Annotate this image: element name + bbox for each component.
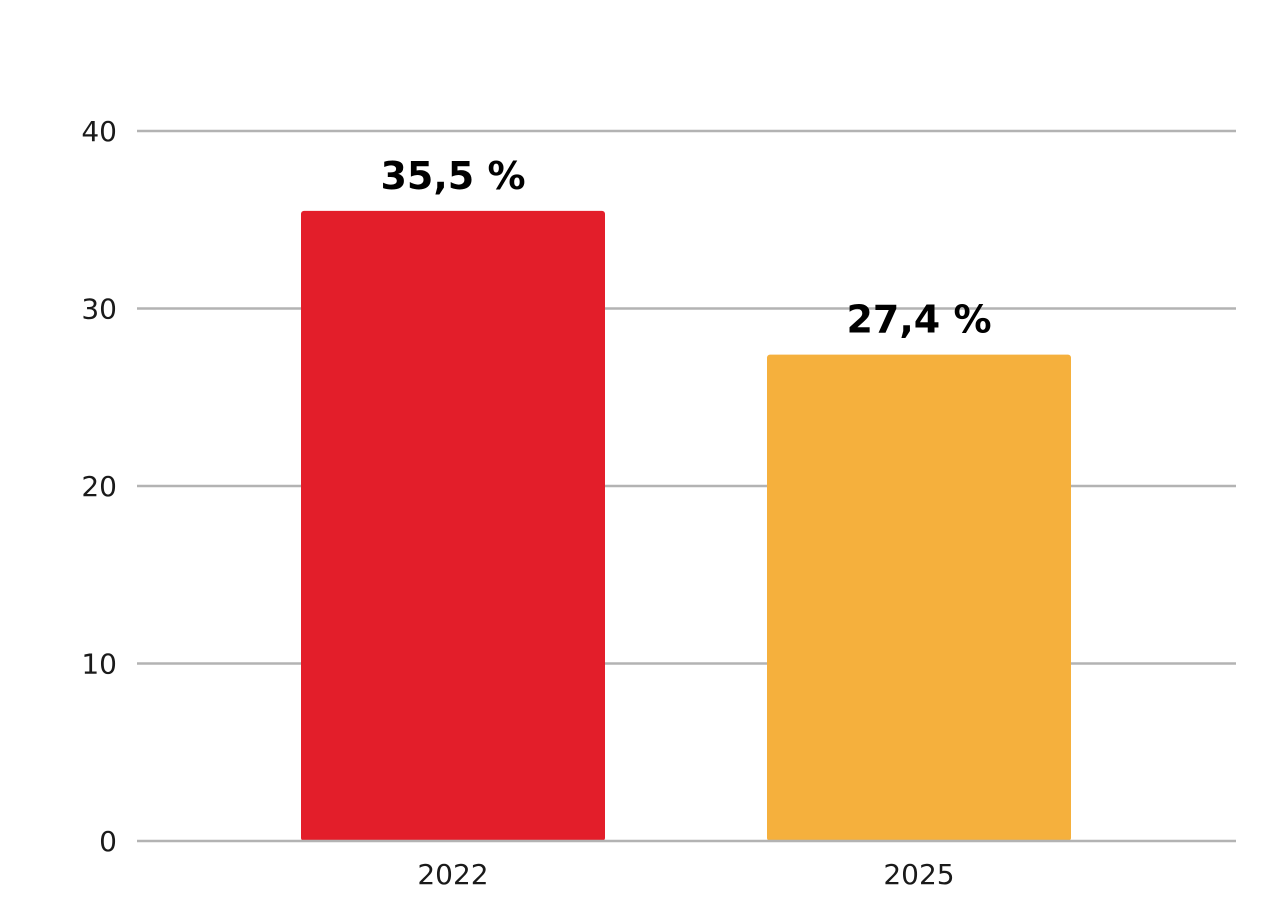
bar-2022 — [301, 210, 605, 841]
bar-2025 — [767, 354, 1071, 841]
y-tick-label: 20 — [81, 470, 117, 503]
y-tick-label: 0 — [99, 825, 117, 858]
y-tick-label: 40 — [81, 115, 117, 148]
data-label-2025: 27,4 % — [846, 298, 991, 342]
x-tick-label: 2025 — [883, 858, 954, 891]
x-tick-label: 2022 — [417, 858, 488, 891]
y-tick-label: 10 — [81, 648, 117, 681]
bars — [301, 210, 1071, 841]
y-axis-ticks: 0 10 20 30 40 — [81, 115, 117, 858]
data-labels: 35,5 % 27,4 % — [380, 154, 991, 342]
data-label-2022: 35,5 % — [380, 154, 525, 198]
y-tick-label: 30 — [81, 293, 117, 326]
x-axis-ticks: 2022 2025 — [417, 858, 954, 891]
